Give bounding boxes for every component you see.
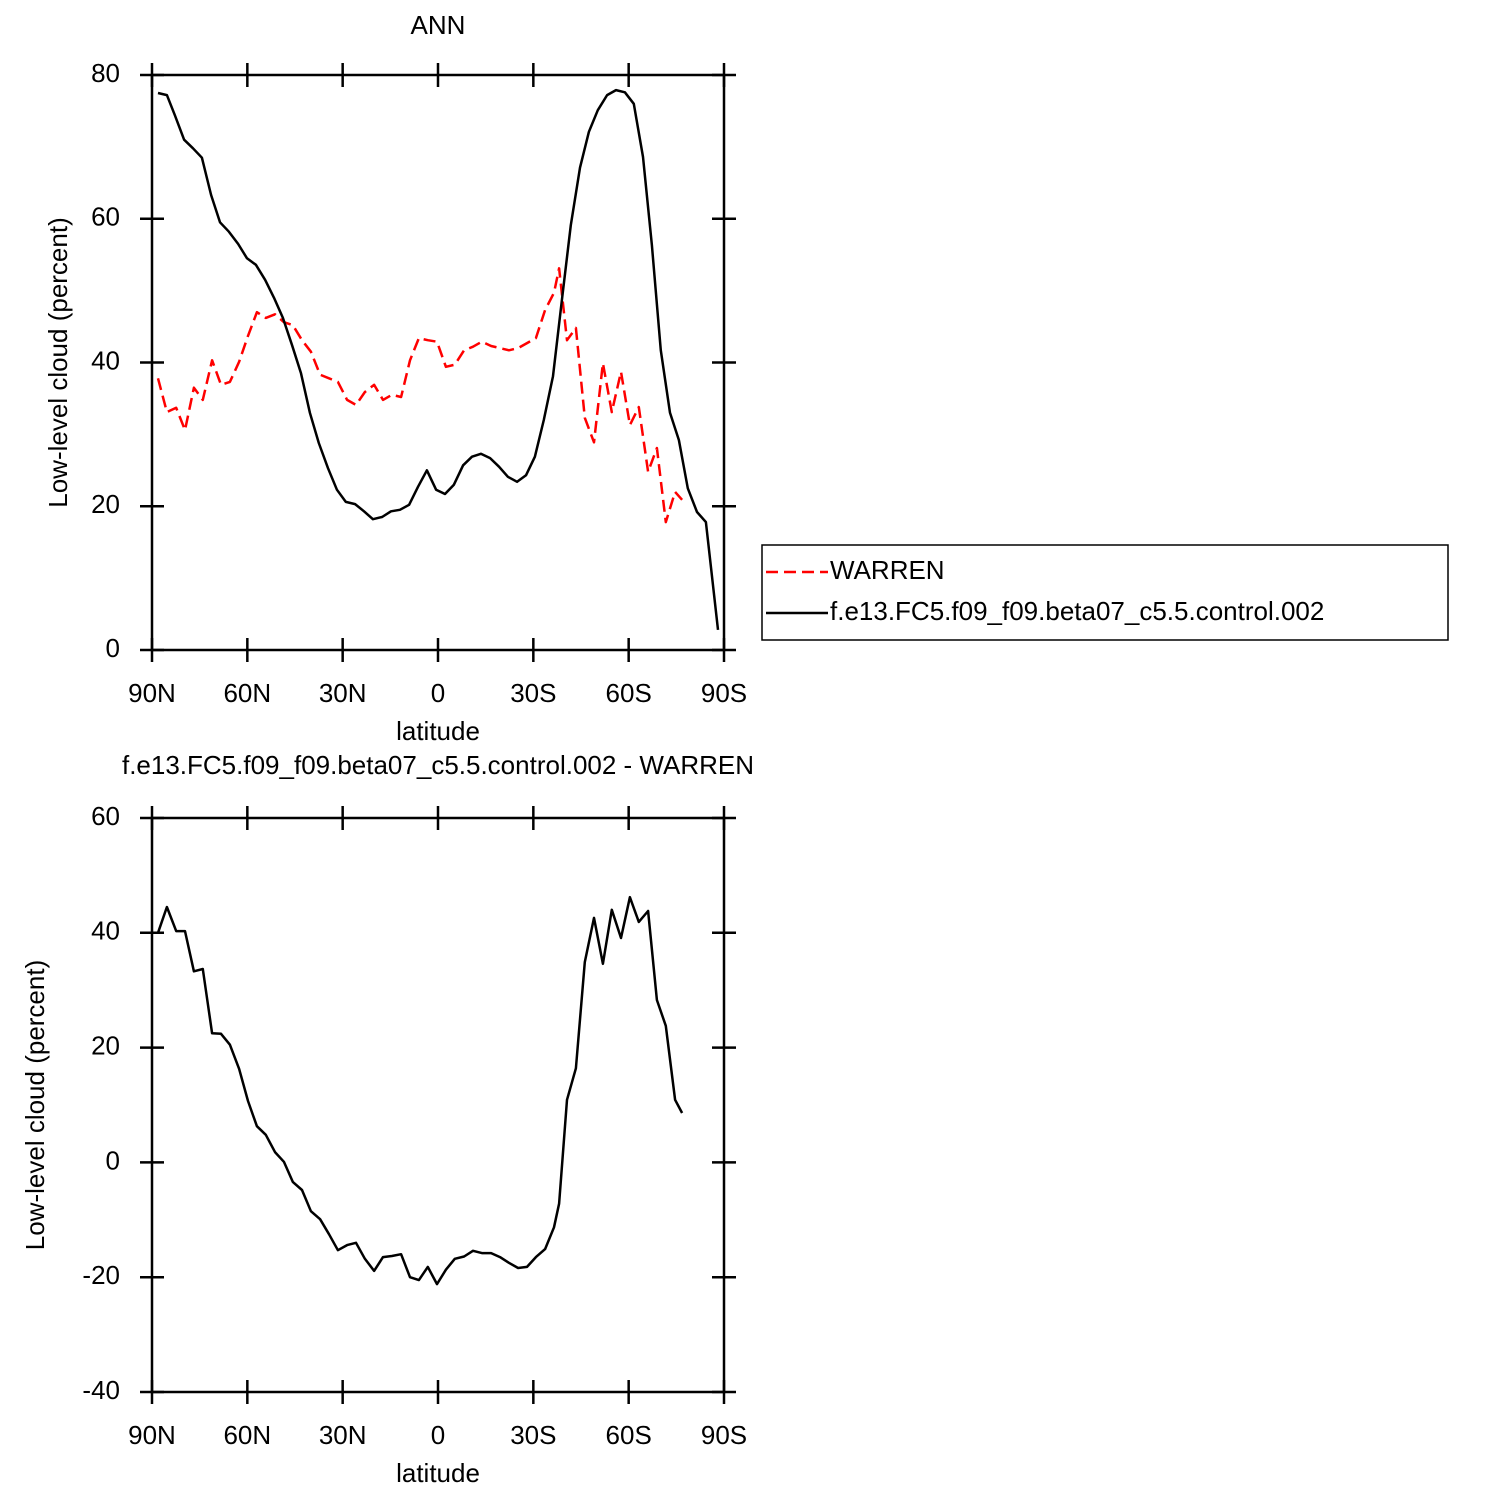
x-axis-label: latitude	[396, 1458, 480, 1488]
y-axis-label: Low-level cloud (percent)	[20, 960, 50, 1250]
y-tick-label: 20	[91, 489, 120, 519]
legend-box	[761, 544, 1449, 641]
x-tick-label: 30N	[319, 1420, 367, 1450]
y-tick-label: -20	[82, 1260, 120, 1290]
chart-title: ANN	[411, 10, 466, 40]
x-tick-label: 30N	[319, 678, 367, 708]
y-tick-label: 20	[91, 1030, 120, 1060]
x-tick-label: 60N	[223, 678, 271, 708]
x-tick-label: 30S	[510, 678, 556, 708]
y-tick-label: 80	[91, 58, 120, 88]
legend-label: f.e13.FC5.f09_f09.beta07_c5.5.control.00…	[830, 596, 1324, 626]
data-line	[157, 88, 720, 631]
x-tick-label: 60S	[606, 1420, 652, 1450]
plot-frame	[150, 816, 726, 1394]
x-tick-label: 90N	[128, 678, 176, 708]
y-tick-label: 0	[106, 633, 120, 663]
data-line	[156, 267, 684, 524]
y-tick-label: 60	[91, 202, 120, 232]
chart-title: f.e13.FC5.f09_f09.beta07_c5.5.control.00…	[122, 750, 754, 780]
x-axis-label: latitude	[396, 716, 480, 746]
x-tick-label: 90S	[701, 678, 747, 708]
x-tick-label: 60N	[223, 1420, 271, 1450]
y-tick-label: 0	[106, 1145, 120, 1175]
x-tick-label: 60S	[606, 678, 652, 708]
x-tick-label: 0	[431, 678, 445, 708]
x-tick-label: 30S	[510, 1420, 556, 1450]
x-tick-label: 90S	[701, 1420, 747, 1450]
legend-label: WARREN	[830, 555, 945, 585]
data-line	[156, 895, 684, 1286]
x-tick-label: 0	[431, 1420, 445, 1450]
y-tick-label: -40	[82, 1375, 120, 1405]
x-tick-label: 90N	[128, 1420, 176, 1450]
y-axis-label: Low-level cloud (percent)	[43, 217, 73, 507]
y-tick-label: 40	[91, 916, 120, 946]
y-tick-label: 40	[91, 345, 120, 375]
y-tick-label: 60	[91, 801, 120, 831]
